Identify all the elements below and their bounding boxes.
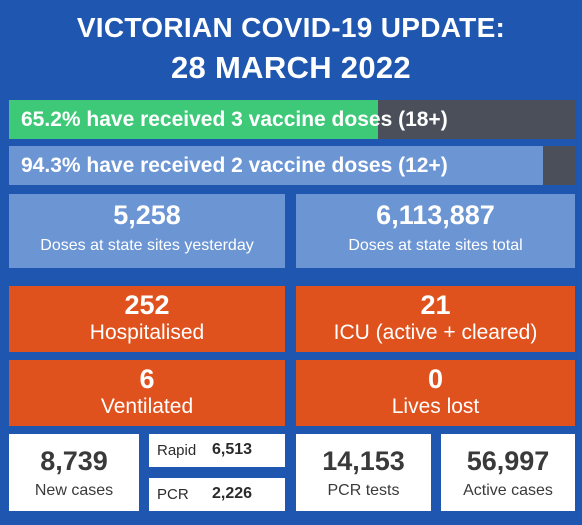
doses-total-value: 6,113,887	[376, 200, 495, 230]
hospitalised-value: 252	[124, 290, 170, 320]
icu-card: 21 ICU (active + cleared)	[296, 286, 575, 352]
new-cases-label: New cases	[34, 482, 114, 499]
hospitalised-card: 252 Hospitalised	[9, 286, 285, 352]
icu-value: 21	[420, 290, 451, 320]
pcr-cases-label: PCR	[157, 486, 189, 503]
doses-total-label: Doses at state sites total	[348, 237, 523, 254]
ventilated-value: 6	[139, 364, 155, 394]
two-dose-progress-bar: 94.3% have received 2 vaccine doses (12+…	[9, 146, 575, 185]
new-cases-card: 8,739 New cases	[9, 434, 139, 511]
ventilated-card: 6 Ventilated	[9, 360, 285, 426]
doses-yesterday-value: 5,258	[113, 200, 181, 230]
pcr-cases-value: 2,226	[212, 485, 253, 502]
three-dose-label: 65.2% have received 3 vaccine doses (18+…	[21, 108, 448, 131]
hospitalised-label: Hospitalised	[89, 321, 205, 344]
pcr-tests-label: PCR tests	[327, 482, 400, 499]
doses-yesterday-label: Doses at state sites yesterday	[40, 237, 254, 254]
doses-total-card: 6,113,887 Doses at state sites total	[296, 194, 575, 268]
icu-label: ICU (active + cleared)	[333, 321, 538, 344]
lives-lost-label: Lives lost	[391, 395, 480, 418]
ventilated-label: Ventilated	[100, 395, 194, 418]
doses-yesterday-card: 5,258 Doses at state sites yesterday	[9, 194, 285, 268]
pcr-cases-card: PCR 2,226	[149, 478, 285, 511]
lives-lost-value: 0	[427, 364, 444, 394]
new-cases-value: 8,739	[40, 446, 108, 476]
rapid-cases-label: Rapid	[157, 442, 197, 459]
two-dose-progress-fill	[9, 146, 543, 185]
update-date: 28 MARCH 2022	[171, 50, 411, 85]
lives-lost-card: 0 Lives lost	[296, 360, 575, 426]
active-cases-value: 56,997	[466, 446, 550, 476]
pcr-tests-value: 14,153	[322, 446, 405, 476]
active-cases-card: 56,997 Active cases	[441, 434, 575, 511]
update-title: VICTORIAN COVID-19 UPDATE:	[76, 12, 506, 43]
three-dose-progress-bar: 65.2% have received 3 vaccine doses (18+…	[9, 100, 575, 139]
two-dose-label: 94.3% have received 2 vaccine doses (12+…	[21, 154, 448, 177]
three-dose-progress-fill	[9, 100, 379, 139]
rapid-cases-value: 6,513	[212, 441, 253, 458]
active-cases-label: Active cases	[463, 482, 553, 499]
pcr-tests-card: 14,153 PCR tests	[296, 434, 431, 511]
rapid-cases-card: Rapid 6,513	[149, 434, 285, 467]
